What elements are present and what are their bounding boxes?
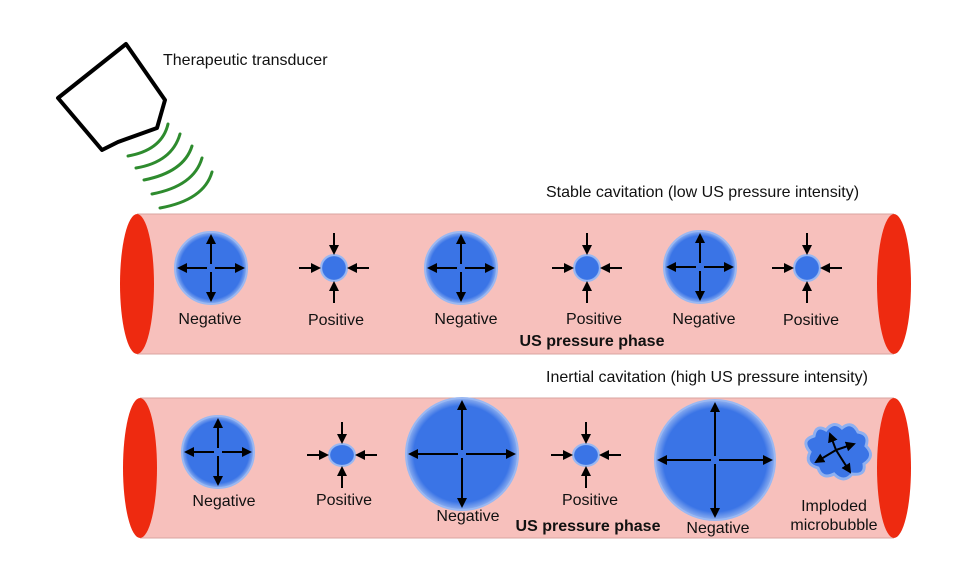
stable-bubble-4 (552, 233, 622, 303)
transducer-icon (56, 42, 167, 152)
imploded-label-line-2: microbubble (790, 517, 877, 534)
inertial-phase-label: US pressure phase (516, 518, 661, 535)
bubble-body (405, 397, 519, 511)
inertial-bubble-2 (307, 422, 377, 488)
stable-vessel (120, 213, 911, 355)
inertial-bubble-3 (405, 397, 519, 511)
stable-bubble-label-3: Negative (434, 311, 497, 328)
bubble-body (424, 231, 498, 305)
bubble-body (181, 415, 255, 489)
bubble-body (328, 443, 356, 467)
stable-bubble-label-4: Positive (566, 311, 622, 328)
stable-bubble-label-6: Positive (783, 312, 839, 329)
stable-bubble-label-1: Negative (178, 311, 241, 328)
imploded-label-line-1: Imploded (801, 498, 867, 515)
transducer-label: Therapeutic transducer (163, 52, 328, 69)
bubble-body (663, 230, 737, 304)
inertial-bubble-1 (181, 415, 255, 489)
inertial-bubble-label-4: Positive (562, 492, 618, 509)
inertial-bubble-label-1: Negative (192, 493, 255, 510)
stable-phase-label: US pressure phase (520, 333, 665, 350)
stable-title: Stable cavitation (low US pressure inten… (546, 184, 859, 201)
stable-bubble-3 (424, 231, 498, 305)
vessel-end-left (120, 214, 154, 354)
stable-bubble-5 (663, 230, 737, 304)
inertial-bubble-5 (654, 399, 776, 521)
vessel-end-right (877, 214, 911, 354)
vessel-end-left (123, 398, 157, 538)
vessel-end-right (877, 398, 911, 538)
stable-bubble-2 (299, 233, 369, 303)
stable-bubble-label-2: Positive (308, 312, 364, 329)
stable-bubble-label-5: Negative (672, 311, 735, 328)
inertial-bubbles (181, 397, 776, 521)
stable-bubbles (174, 230, 842, 305)
bubble-body (572, 443, 600, 467)
inertial-bubble-label-5: Negative (686, 520, 749, 537)
bubble-body (174, 231, 248, 305)
bubble-body (793, 254, 821, 282)
ultrasound-waves (126, 122, 214, 210)
inertial-bubble-label-2: Positive (316, 492, 372, 509)
bubble-body (573, 254, 601, 282)
bubble-body (320, 254, 348, 282)
imploded-microbubble (804, 423, 872, 481)
stable-bubble-6 (772, 233, 842, 303)
inertial-title: Inertial cavitation (high US pressure in… (546, 369, 868, 386)
inertial-bubble-4 (551, 422, 621, 488)
bubble-body (654, 399, 776, 521)
inertial-bubble-label-3: Negative (436, 508, 499, 525)
stable-bubble-1 (174, 231, 248, 305)
